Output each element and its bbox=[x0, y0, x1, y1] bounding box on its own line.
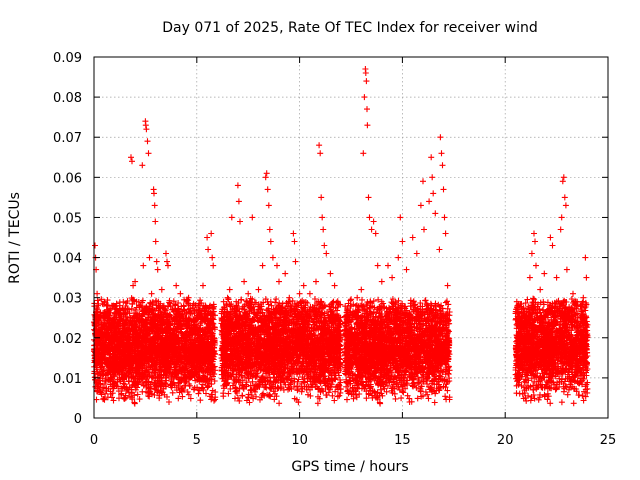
roti-point bbox=[185, 391, 192, 398]
roti-point bbox=[145, 392, 152, 399]
roti-point bbox=[273, 296, 280, 303]
roti-point bbox=[110, 397, 117, 404]
roti-point bbox=[197, 297, 204, 304]
data-points bbox=[91, 66, 591, 407]
roti-point bbox=[169, 389, 176, 396]
roti-point bbox=[134, 391, 141, 398]
roti-point bbox=[182, 382, 189, 389]
roti-point bbox=[276, 400, 283, 407]
roti-point bbox=[211, 397, 217, 404]
roti-point bbox=[139, 388, 146, 395]
roti-point bbox=[195, 390, 202, 397]
roti-point bbox=[164, 393, 170, 400]
roti-point bbox=[203, 390, 209, 397]
roti-point bbox=[197, 397, 204, 404]
roti-point bbox=[94, 297, 101, 304]
chart-title: Day 071 of 2025, Rate Of TEC Index for r… bbox=[162, 20, 537, 36]
